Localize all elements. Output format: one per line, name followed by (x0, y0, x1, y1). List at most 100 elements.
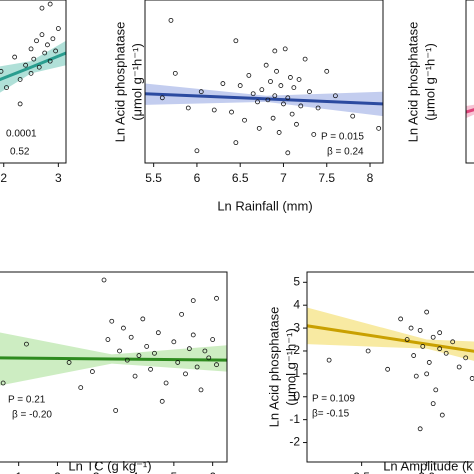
annotation: β = -0.20 (12, 410, 52, 421)
data-point (17, 77, 23, 82)
data-point (296, 77, 302, 82)
x-axis-label: Ln Rainfall (mm) (217, 198, 312, 213)
data-point (47, 58, 53, 64)
plot-area (466, 104, 474, 119)
y-axis-label: Ln Acid phosphatase (405, 22, 420, 143)
data-point (291, 85, 297, 91)
data-point (282, 46, 288, 52)
data-point (210, 337, 216, 342)
y-tick-label: 4 (293, 297, 300, 311)
data-point (78, 385, 84, 391)
plot-area (145, 17, 383, 156)
annotation: P = 0.015 (321, 132, 364, 143)
data-point (220, 81, 226, 86)
x-tick-label: 6.5 (232, 171, 249, 185)
data-point (430, 334, 436, 340)
y-tick-label: -1 (289, 412, 300, 426)
data-point (4, 85, 9, 91)
y-axis-label: (μmol g⁻¹h⁻¹) (129, 43, 144, 121)
data-point (39, 32, 45, 38)
data-point (89, 369, 95, 374)
data-point (242, 117, 247, 123)
data-point (101, 277, 107, 283)
data-point (350, 113, 356, 119)
data-point (172, 70, 178, 76)
x-tick-label: 8 (367, 171, 374, 185)
data-point (31, 56, 37, 62)
data-point (163, 380, 169, 386)
panel: 2.5 3.0 -2 -1 0 1 2 3 4 5 P = 0.109 β= -0.15 Ln Ampl… (266, 271, 474, 474)
x-tick-label: 3.0 (418, 470, 435, 474)
data-point (272, 93, 278, 99)
regression-line (307, 324, 474, 353)
data-point (278, 83, 284, 88)
data-point (456, 364, 462, 370)
data-point (66, 360, 72, 365)
data-point (256, 125, 262, 131)
data-point (183, 371, 188, 377)
y-tick-label: 2 (293, 343, 300, 357)
regression-line (0, 51, 66, 82)
data-point (413, 373, 419, 379)
data-point (272, 48, 278, 54)
data-point (171, 339, 177, 345)
data-point (124, 357, 130, 363)
data-point (194, 364, 200, 370)
data-point (186, 346, 192, 352)
data-point (229, 109, 234, 115)
data-point (302, 56, 308, 62)
y-axis-label: Ln Acid phosphatase (112, 22, 127, 143)
data-point (385, 366, 391, 372)
data-point (307, 89, 312, 95)
data-point (265, 97, 271, 103)
data-point (179, 311, 185, 317)
data-point (0, 68, 4, 74)
y-tick-label: 3 (293, 320, 300, 334)
x-tick-label: 4 (132, 470, 139, 474)
data-point (198, 89, 204, 95)
x-tick-label: 3 (55, 171, 62, 185)
data-point (281, 101, 286, 107)
data-point (298, 103, 304, 109)
y-tick-label: 5 (293, 274, 300, 288)
data-point (437, 346, 443, 352)
y-tick-label: -2 (289, 435, 300, 449)
annotation: β = 0.24 (327, 147, 364, 158)
panel: 5.5 6 6.5 7 7.5 8 P = 0.015 β = 0.24 Ln Rainfall… (112, 0, 384, 213)
data-point (417, 426, 423, 432)
annotation: P = 0.21 (8, 395, 46, 406)
y-tick-label: 0 (293, 389, 300, 403)
data-point (246, 72, 252, 78)
x-tick-label: 2 (0, 171, 7, 185)
data-point (39, 5, 45, 11)
plot-frame (465, 0, 474, 164)
data-point (237, 83, 243, 88)
data-point (463, 355, 469, 361)
plot-frame (306, 271, 474, 463)
data-point (365, 348, 371, 354)
x-tick-label: 2 (54, 470, 61, 474)
data-point (214, 362, 219, 368)
data-point (45, 42, 50, 48)
data-point (285, 150, 291, 156)
annotation: β= -0.15 (312, 409, 350, 420)
x-tick-label: 2.5 (353, 470, 370, 474)
data-point (47, 1, 53, 7)
data-point (0, 380, 6, 386)
plot-frame (0, 0, 67, 164)
data-point (136, 353, 142, 358)
data-point (198, 387, 204, 393)
data-point (233, 140, 239, 146)
data-point (285, 95, 291, 101)
data-point (426, 360, 432, 365)
x-axis-label: Ln TC (g kg⁻¹) (68, 458, 151, 473)
data-point (175, 360, 181, 365)
data-point (404, 337, 410, 342)
panel: 2 3 0.0001 0.52 (0, 0, 67, 185)
data-point (294, 121, 299, 127)
data-point (190, 332, 196, 338)
data-point (450, 339, 456, 345)
data-point (289, 111, 295, 117)
data-point (287, 75, 293, 80)
